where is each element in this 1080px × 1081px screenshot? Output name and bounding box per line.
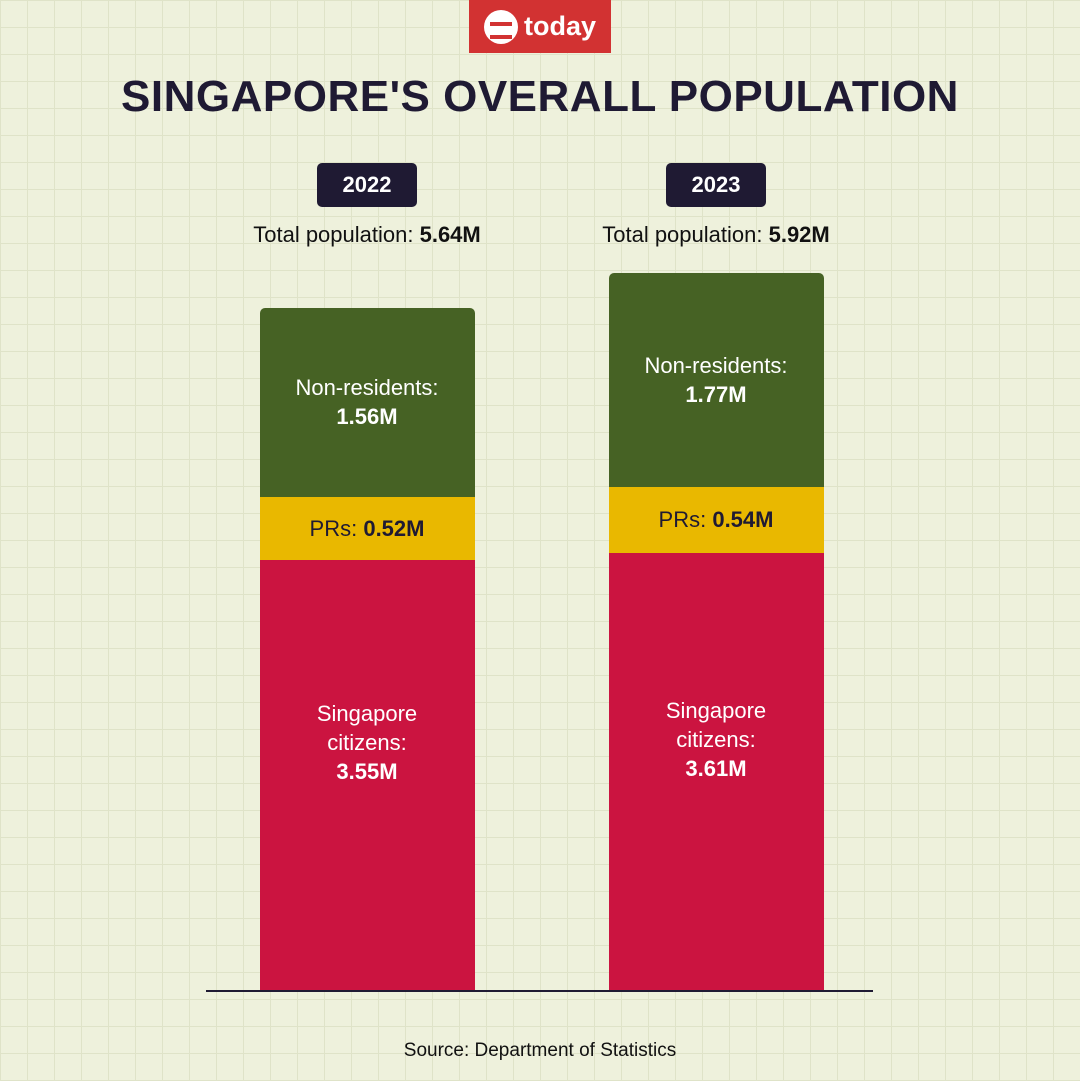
- category-label: 2022: [317, 163, 417, 207]
- bar-segment: Singapore citizens: 3.61M: [608, 552, 824, 990]
- source: Source: Department of Statistics: [403, 1040, 677, 1061]
- value-label: 1.77M: [685, 381, 747, 407]
- segment-label: PRs: 0.52M: [310, 514, 425, 543]
- category-label: 2023: [666, 163, 766, 207]
- bar-segment: PRs: 0.52M: [259, 496, 475, 560]
- value-label: 0.54M: [712, 507, 774, 533]
- total-label: Total population: 5.92M: [516, 222, 916, 248]
- logo-text: today: [523, 11, 596, 41]
- value-label: 0.52M: [363, 515, 425, 541]
- series-name: Non-residents:: [644, 352, 788, 378]
- value-label: 1.56M: [336, 404, 398, 430]
- bar-segment: Singapore citizens: 3.55M: [259, 559, 475, 990]
- value-label: 3.55M: [336, 759, 398, 785]
- logo-icon: [483, 9, 518, 44]
- total-value: 5.92M: [768, 222, 830, 247]
- segment-label: Non-residents: 1.56M: [295, 373, 438, 431]
- baseline: [206, 990, 873, 992]
- total-value: 5.64M: [419, 222, 481, 247]
- segment-label: PRs: 0.54M: [659, 505, 774, 534]
- series-name: PRs:: [309, 515, 358, 541]
- bar-segment: Non-residents: 1.56M: [259, 307, 475, 497]
- segment-label: Non-residents: 1.77M: [644, 351, 787, 409]
- segment-label: Singapore citizens: 3.61M: [636, 696, 796, 783]
- series-name: Non-residents:: [295, 375, 439, 401]
- chart-title: SINGAPORE'S OVERALL POPULATION: [121, 72, 959, 121]
- bar-segment: PRs: 0.54M: [608, 487, 824, 553]
- total-text: Total population:: [602, 222, 763, 247]
- value-label: 3.61M: [685, 755, 747, 781]
- series-name: Singapore citizens:: [665, 697, 767, 752]
- segment-label: Singapore citizens: 3.55M: [287, 699, 447, 786]
- total-label: Total population: 5.64M: [167, 222, 567, 248]
- logo: today: [469, 0, 611, 53]
- series-name: PRs:: [658, 507, 707, 533]
- bar-segment: Non-residents: 1.77M: [608, 272, 824, 488]
- total-text: Total population:: [253, 222, 414, 247]
- series-name: Singapore citizens:: [316, 701, 418, 756]
